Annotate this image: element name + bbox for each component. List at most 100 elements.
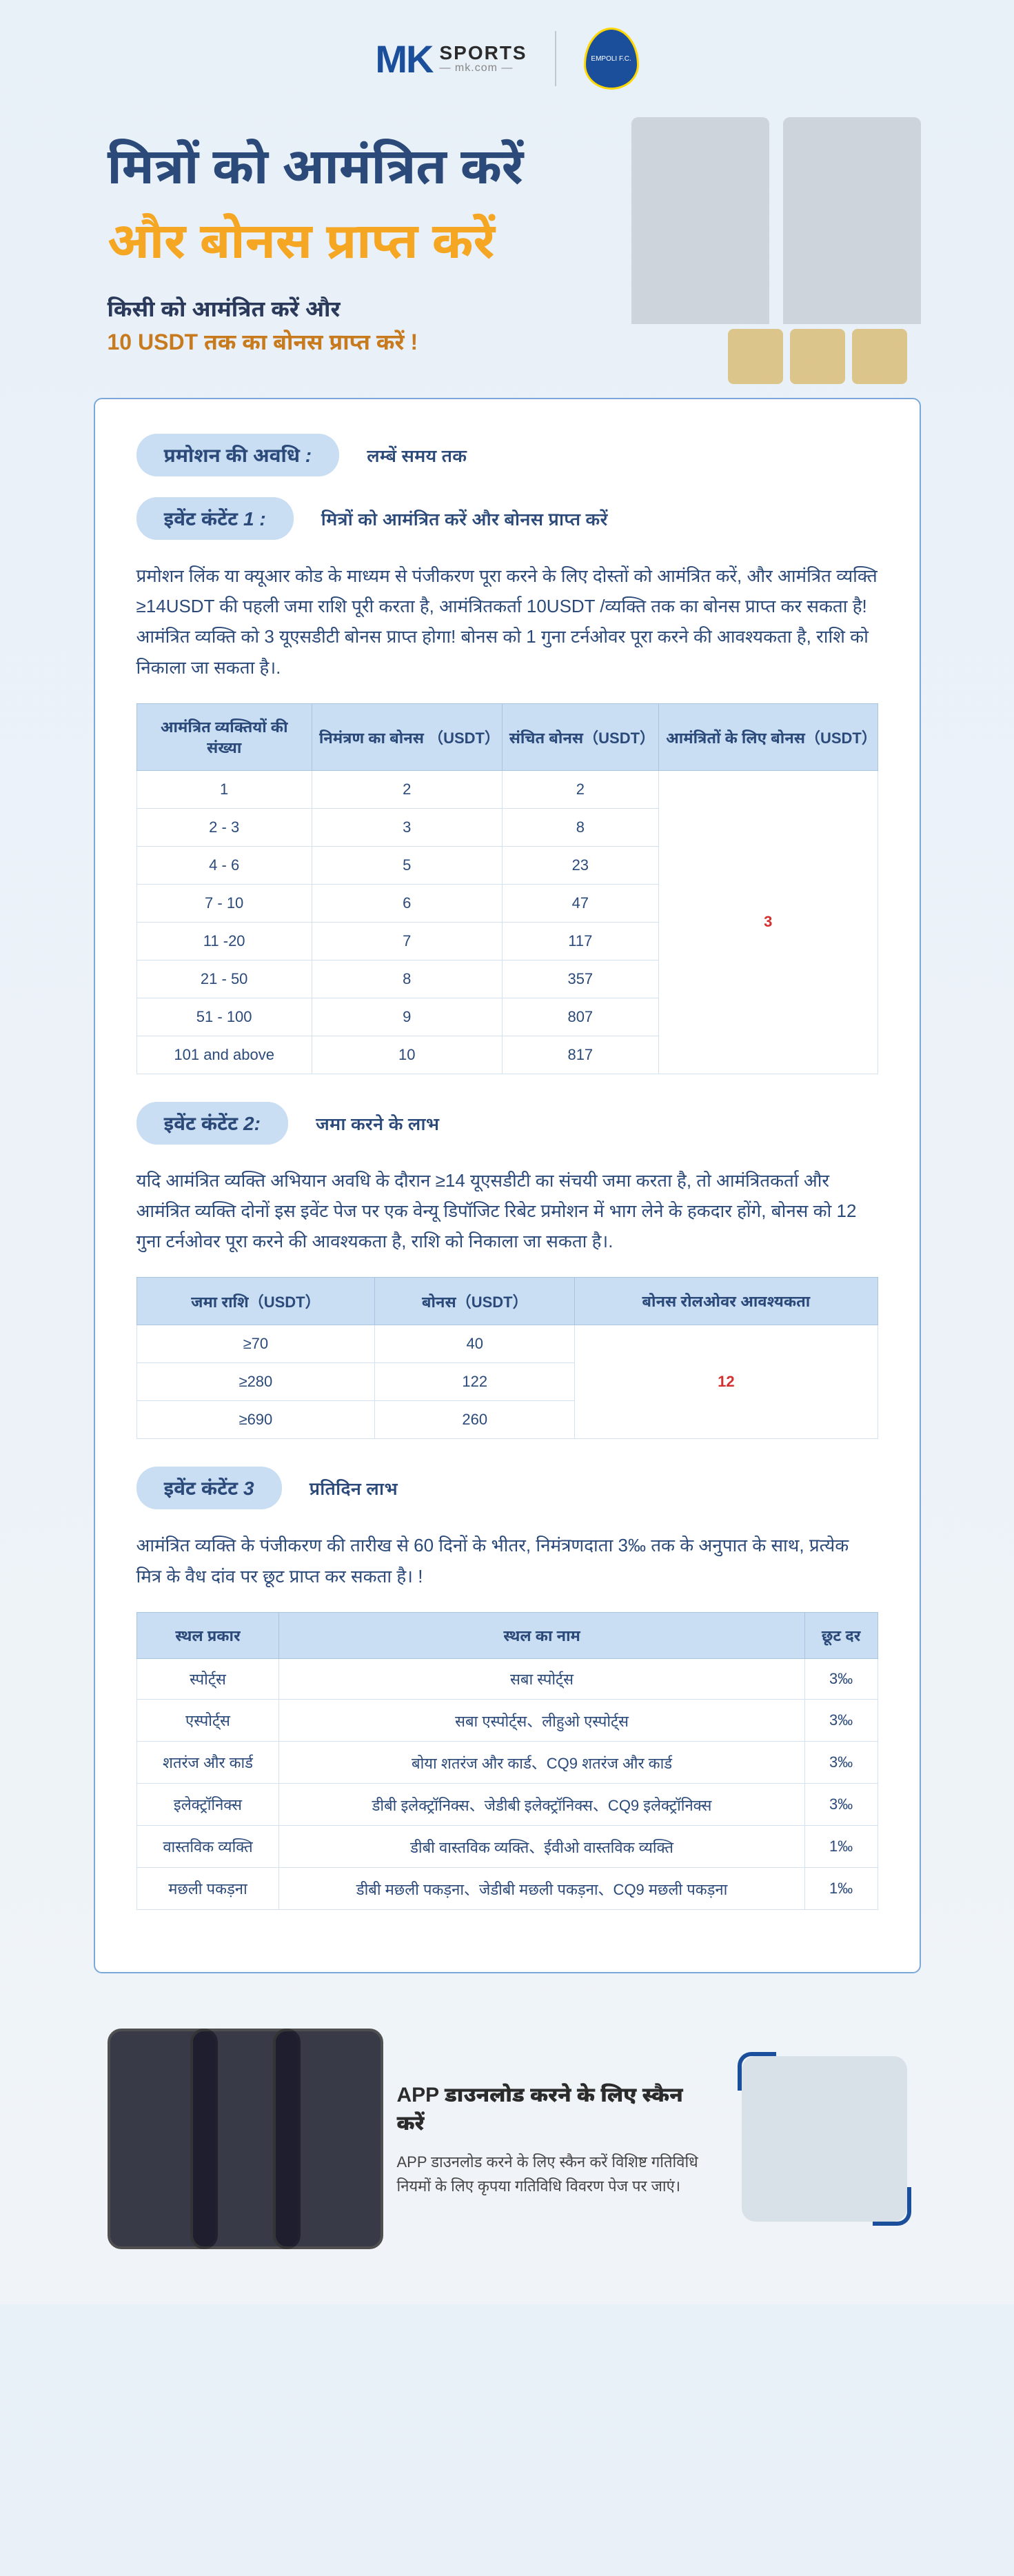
gift-icon	[852, 329, 907, 384]
table-row: स्पोर्ट्ससबा स्पोर्ट्स3‰	[136, 1658, 878, 1699]
table-cell: 11 -20	[136, 922, 312, 960]
footer-section: APP डाउनलोड करने के लिए स्कैन करें APP ड…	[66, 1973, 949, 2304]
table-cell: 3‰	[804, 1741, 878, 1783]
desc-event3: आमंत्रित व्यक्ति के पंजीकरण की तारीख से …	[136, 1530, 878, 1591]
table-cell: 260	[375, 1401, 575, 1439]
table-cell: एस्पोर्ट्स	[136, 1699, 279, 1741]
main-content-box: प्रमोशन की अवधि : लम्बें समय तक इवेंट कं…	[94, 398, 921, 1973]
table-cell: 40	[375, 1325, 575, 1363]
table-invite-bonus: आमंत्रित व्यक्तियों की संख्यानिमंत्रण का…	[136, 703, 878, 1074]
logo-mk: MK	[375, 37, 432, 81]
table-cell: बोया शतरंज और कार्ड、CQ9 शतरंज और कार्ड	[279, 1741, 804, 1783]
table-cell: 47	[502, 884, 658, 922]
label-event2: इवेंट कंटेंट 2:	[136, 1102, 288, 1145]
table-cell: मछली पकड़ना	[136, 1867, 279, 1909]
hero-people-graphic	[631, 117, 921, 324]
phone-icon	[273, 2029, 383, 2249]
desc-event2: यदि आमंत्रित व्यक्ति अभियान अवधि के दौरा…	[136, 1165, 878, 1257]
desc-event1: प्रमोशन लिंक या क्यूआर कोड के माध्यम से …	[136, 561, 878, 683]
table-cell: 23	[502, 846, 658, 884]
table-cell: शतरंज और कार्ड	[136, 1741, 279, 1783]
table-row: 1223	[136, 770, 878, 808]
table-cell: ≥280	[136, 1363, 375, 1401]
table-cell: 3‰	[804, 1783, 878, 1825]
table-row: वास्तविक व्यक्तिडीबी वास्तविक व्यक्ति、ईव…	[136, 1825, 878, 1867]
table-header: आमंत्रित व्यक्तियों की संख्या	[136, 703, 312, 770]
table-cell: 6	[312, 884, 502, 922]
label-event3: इवेंट कंटेंट 3	[136, 1467, 282, 1509]
table-cell: ≥70	[136, 1325, 375, 1363]
table-cell: 1‰	[804, 1825, 878, 1867]
table-cell: 1	[136, 770, 312, 808]
section-header-event2: इवेंट कंटेंट 2: जमा करने के लाभ	[136, 1102, 878, 1145]
table-cell: 117	[502, 922, 658, 960]
gift-icon	[790, 329, 845, 384]
label-duration: प्रमोशन की अवधि :	[136, 434, 340, 476]
gift-icon	[728, 329, 783, 384]
table-cell: 2 - 3	[136, 808, 312, 846]
table-cell: 817	[502, 1036, 658, 1074]
table-cell: 807	[502, 998, 658, 1036]
page-header: MK SPORTS — mk.com — EMPOLI F.C.	[66, 0, 949, 117]
table-header: स्थल प्रकार	[136, 1612, 279, 1658]
table-cell: 2	[502, 770, 658, 808]
logo-group: MK SPORTS — mk.com —	[375, 37, 527, 81]
table-cell: 7 - 10	[136, 884, 312, 922]
table-cell: डीबी मछली पकड़ना、जेडीबी मछली पकड़ना、CQ9 …	[279, 1867, 804, 1909]
table-row: इलेक्ट्रॉनिक्सडीबी इलेक्ट्रॉनिक्स、जेडीबी…	[136, 1783, 878, 1825]
footer-title: APP डाउनलोड करने के लिए स्कैन करें	[397, 2080, 700, 2136]
section-header-duration: प्रमोशन की अवधि : लम्बें समय तक	[136, 434, 878, 476]
table-header: छूट दर	[804, 1612, 878, 1658]
table-cell: 3‰	[804, 1699, 878, 1741]
table-cell-merged: 3	[659, 770, 878, 1074]
table-cell: 1‰	[804, 1867, 878, 1909]
table-row: मछली पकड़नाडीबी मछली पकड़ना、जेडीबी मछली …	[136, 1867, 878, 1909]
table-rebate: स्थल प्रकारस्थल का नामछूट दर स्पोर्ट्ससब…	[136, 1612, 878, 1910]
table-cell: 3	[312, 808, 502, 846]
table-cell: 51 - 100	[136, 998, 312, 1036]
table-cell: 21 - 50	[136, 960, 312, 998]
table-cell: वास्तविक व्यक्ति	[136, 1825, 279, 1867]
table-deposit-bonus: जमा राशि（USDT）बोनस（USDT）बोनस रोलओवर आवश्…	[136, 1277, 878, 1439]
table-cell: इलेक्ट्रॉनिक्स	[136, 1783, 279, 1825]
value-event3: प्रतिदिन लाभ	[310, 1476, 398, 1500]
section-header-event3: इवेंट कंटेंट 3 प्रतिदिन लाभ	[136, 1467, 878, 1509]
table-header: निमंत्रण का बोनस （USDT）	[312, 703, 502, 770]
table-cell: 2	[312, 770, 502, 808]
value-event2: जमा करने के लाभ	[316, 1111, 439, 1136]
header-divider	[555, 31, 556, 86]
table-row: एस्पोर्ट्ससबा एस्पोर्ट्स、लीहुओ एस्पोर्ट्…	[136, 1699, 878, 1741]
value-event1: मित्रों को आमंत्रित करें और बोनस प्राप्त…	[321, 506, 608, 531]
table-cell: 7	[312, 922, 502, 960]
table-header: बोनस（USDT）	[375, 1278, 575, 1325]
hero-section: मित्रों को आमंत्रित करें और बोनस प्राप्त…	[66, 117, 949, 398]
logo-sports-text: SPORTS	[439, 43, 527, 63]
qr-code-frame	[742, 2056, 907, 2222]
logo-sub: — mk.com —	[439, 63, 527, 74]
table-cell: 3‰	[804, 1658, 878, 1699]
footer-desc: APP डाउनलोड करने के लिए स्कैन करें विशिष…	[397, 2150, 700, 2198]
table-cell: 101 and above	[136, 1036, 312, 1074]
table-cell: 5	[312, 846, 502, 884]
table-header: स्थल का नाम	[279, 1612, 804, 1658]
person-graphic	[783, 117, 921, 324]
person-graphic	[631, 117, 769, 324]
table-cell: सबा एस्पोर्ट्स、लीहुओ एस्पोर्ट्स	[279, 1699, 804, 1741]
table-header: आमंत्रितों के लिए बोनस（USDT）	[659, 703, 878, 770]
badge-text: EMPOLI F.C.	[591, 55, 631, 63]
table-cell: 10	[312, 1036, 502, 1074]
table-row: शतरंज और कार्डबोया शतरंज और कार्ड、CQ9 शत…	[136, 1741, 878, 1783]
table-cell: ≥690	[136, 1401, 375, 1439]
table-cell-merged: 12	[575, 1325, 878, 1439]
gifts-graphic	[728, 329, 907, 384]
phone-mockup-graphic	[108, 2029, 356, 2249]
table-cell: 4 - 6	[136, 846, 312, 884]
table-cell: 9	[312, 998, 502, 1036]
table-cell: डीबी वास्तविक व्यक्ति、ईवीओ वास्तविक व्यक…	[279, 1825, 804, 1867]
table-cell: स्पोर्ट्स	[136, 1658, 279, 1699]
table-cell: डीबी इलेक्ट्रॉनिक्स、जेडीबी इलेक्ट्रॉनिक्…	[279, 1783, 804, 1825]
label-event1: इवेंट कंटेंट 1 :	[136, 497, 294, 540]
table-cell: सबा स्पोर्ट्स	[279, 1658, 804, 1699]
section-header-event1: इवेंट कंटेंट 1 : मित्रों को आमंत्रित करे…	[136, 497, 878, 540]
table-cell: 357	[502, 960, 658, 998]
